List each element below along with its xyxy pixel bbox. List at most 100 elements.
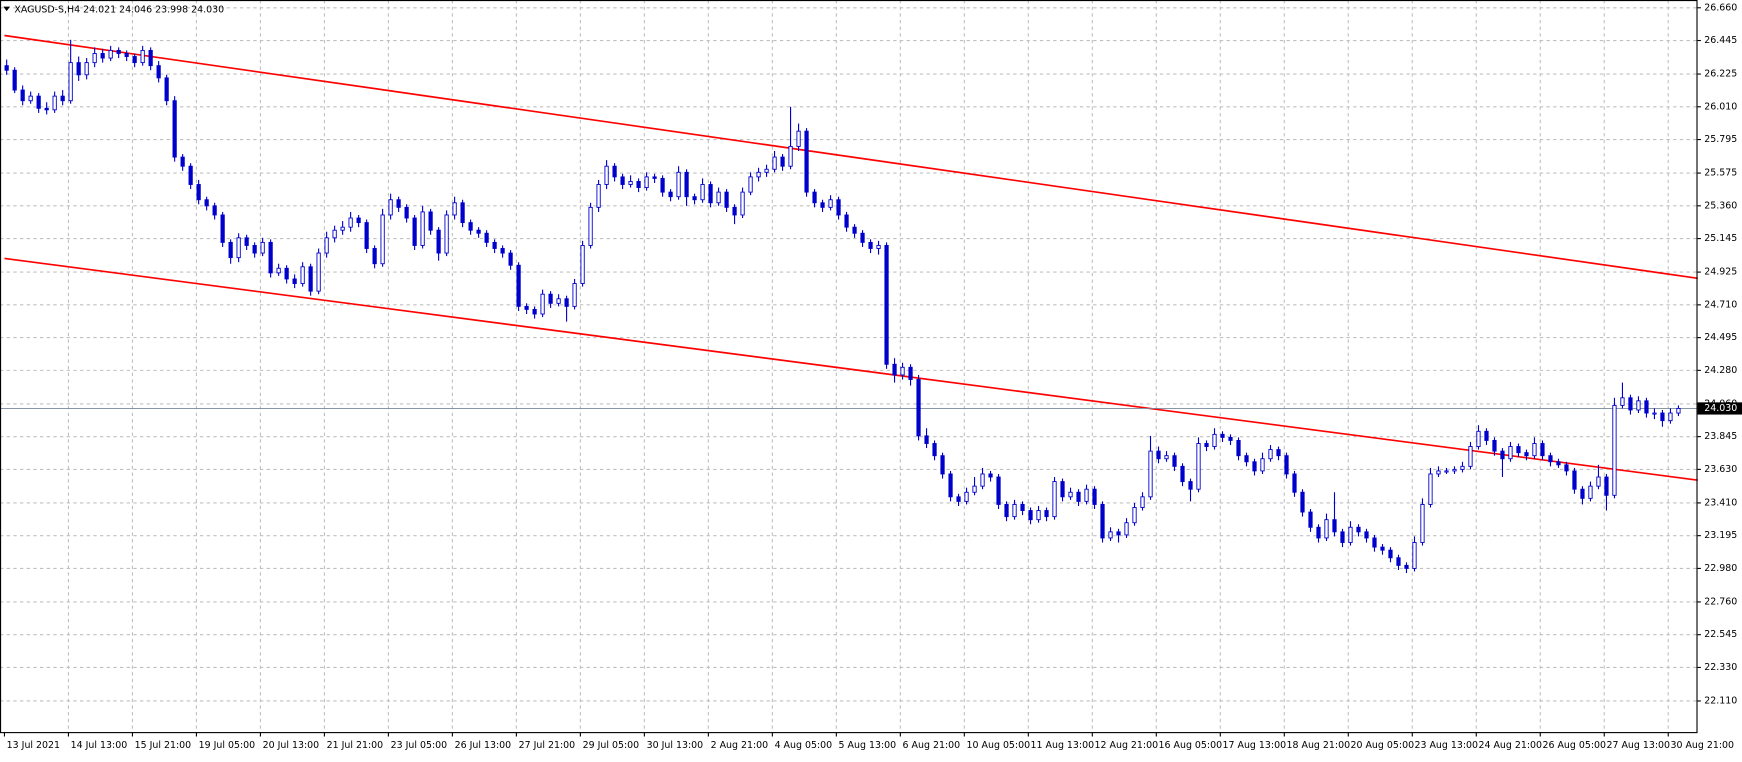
x-tick-label: 30 Jul 13:00	[647, 740, 704, 751]
x-tick-label: 19 Jul 05:00	[199, 740, 256, 751]
x-tick-label: 15 Jul 21:00	[135, 740, 192, 751]
candle-body	[420, 211, 425, 246]
candle-body	[564, 298, 569, 307]
candle-body	[68, 62, 73, 102]
x-tick-label: 10 Aug 05:00	[967, 740, 1031, 751]
candle-body	[756, 171, 761, 178]
candle-body	[924, 435, 929, 444]
x-tick-label: 17 Aug 13:00	[1223, 740, 1287, 751]
candle-body	[1404, 564, 1409, 569]
candle-body	[148, 49, 153, 67]
candle-body	[1356, 526, 1361, 533]
y-tick-label: 23.410	[1704, 497, 1737, 508]
y-tick-label: 25.575	[1704, 168, 1737, 179]
candle-body	[540, 293, 545, 315]
x-tick-label: 20 Aug 05:00	[1350, 740, 1414, 751]
candle-body	[324, 237, 329, 254]
candle-body	[1260, 458, 1265, 472]
candle-body	[196, 184, 201, 201]
candle-body	[124, 53, 129, 57]
candle-body	[876, 244, 881, 249]
x-tick-label: 21 Jul 21:00	[327, 740, 384, 751]
candle-body	[1420, 503, 1425, 543]
candle-body	[1220, 433, 1225, 438]
candle-body	[1652, 412, 1657, 415]
plot-frame	[0, 0, 1698, 734]
candle-body	[52, 95, 57, 111]
candle-body	[212, 205, 217, 216]
candle-body	[1388, 549, 1393, 559]
candle-body	[964, 491, 969, 502]
y-tick-label: 24.710	[1704, 299, 1737, 310]
candle-body	[580, 244, 585, 284]
candle-body	[1164, 455, 1169, 460]
candle-body	[1588, 485, 1593, 499]
candle-body	[668, 191, 673, 198]
candle-body	[1468, 446, 1473, 467]
candle-body	[780, 156, 785, 167]
candle-body	[1332, 519, 1337, 533]
candle-body	[1156, 450, 1161, 460]
candle-body	[1396, 557, 1401, 566]
candle-body	[268, 241, 273, 274]
candle-body	[348, 217, 353, 228]
candle-body	[716, 191, 721, 204]
candle-body	[180, 156, 185, 167]
candle-body	[20, 89, 25, 102]
candle-body	[228, 241, 233, 259]
candle-body	[44, 107, 49, 111]
candle-body	[644, 176, 649, 188]
y-tick-label: 22.760	[1704, 596, 1737, 607]
candle-body	[900, 366, 905, 376]
candle-body	[460, 202, 465, 224]
y-tick-label: 25.360	[1704, 200, 1737, 211]
candle-body	[1492, 440, 1497, 452]
candle-body	[452, 202, 457, 216]
candle-body	[236, 237, 241, 259]
candle-body	[492, 241, 497, 249]
candle-body	[1500, 450, 1505, 460]
candle-body	[524, 305, 529, 310]
candle-body	[1340, 531, 1345, 543]
y-tick-label: 25.145	[1704, 233, 1737, 244]
candle-body	[1100, 503, 1105, 539]
y-tick-label: 24.925	[1704, 267, 1737, 278]
candle-body	[820, 202, 825, 208]
candle-body	[732, 206, 737, 216]
candle-body	[1596, 476, 1601, 487]
candle-body	[204, 199, 209, 207]
x-tick-label: 12 Aug 21:00	[1095, 740, 1159, 751]
y-tick-label: 26.445	[1704, 35, 1737, 46]
candle-body	[1620, 397, 1625, 406]
candle-body	[1460, 465, 1465, 470]
candle-body	[1236, 440, 1241, 457]
candle-body	[652, 176, 657, 179]
y-tick-label: 26.225	[1704, 69, 1737, 80]
y-tick-label: 22.545	[1704, 629, 1737, 640]
x-tick-label: 27 Jul 21:00	[519, 740, 576, 751]
candle-body	[36, 95, 41, 109]
candle-body	[1660, 412, 1665, 422]
candle-body	[932, 443, 937, 457]
candle-body	[1508, 446, 1513, 460]
candle-body	[1116, 531, 1121, 536]
candle-body	[1604, 476, 1609, 496]
candle-body	[1204, 443, 1209, 447]
menu-arrow[interactable]	[3, 6, 10, 12]
candle-body	[980, 473, 985, 487]
candle-body	[1516, 446, 1521, 454]
candle-body	[1140, 496, 1145, 508]
candle-body	[1444, 470, 1449, 473]
candle-body	[1628, 397, 1633, 411]
candle-body	[884, 244, 889, 365]
x-tick-label: 16 Aug 05:00	[1159, 740, 1223, 751]
candle-body	[500, 248, 505, 254]
candle-body	[532, 308, 537, 315]
candles	[4, 39, 1681, 573]
candle-body	[612, 165, 617, 178]
candle-body	[796, 130, 801, 147]
candle-body	[868, 241, 873, 249]
candle-body	[548, 293, 553, 304]
candle-body	[1252, 461, 1257, 472]
